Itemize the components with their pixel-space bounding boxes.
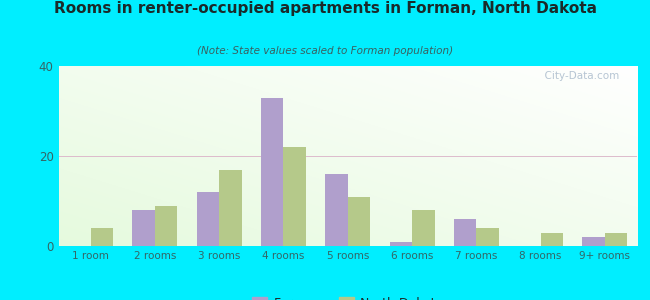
Bar bbox=[133, 210, 155, 246]
Bar bbox=[582, 237, 605, 246]
Bar bbox=[197, 192, 219, 246]
Bar bbox=[261, 98, 283, 246]
Bar bbox=[389, 242, 412, 246]
Bar bbox=[219, 169, 242, 246]
Text: (Note: State values scaled to Forman population): (Note: State values scaled to Forman pop… bbox=[197, 46, 453, 56]
Bar bbox=[325, 174, 348, 246]
Bar bbox=[283, 147, 306, 246]
Bar bbox=[90, 228, 113, 246]
Bar bbox=[541, 232, 563, 246]
Text: City-Data.com: City-Data.com bbox=[538, 71, 619, 81]
Bar bbox=[348, 196, 370, 246]
Legend: Forman, North Dakota: Forman, North Dakota bbox=[247, 292, 448, 300]
Text: Rooms in renter-occupied apartments in Forman, North Dakota: Rooms in renter-occupied apartments in F… bbox=[53, 2, 597, 16]
Bar bbox=[155, 206, 177, 246]
Bar bbox=[605, 232, 627, 246]
Bar bbox=[454, 219, 476, 246]
Bar bbox=[412, 210, 434, 246]
Bar bbox=[476, 228, 499, 246]
